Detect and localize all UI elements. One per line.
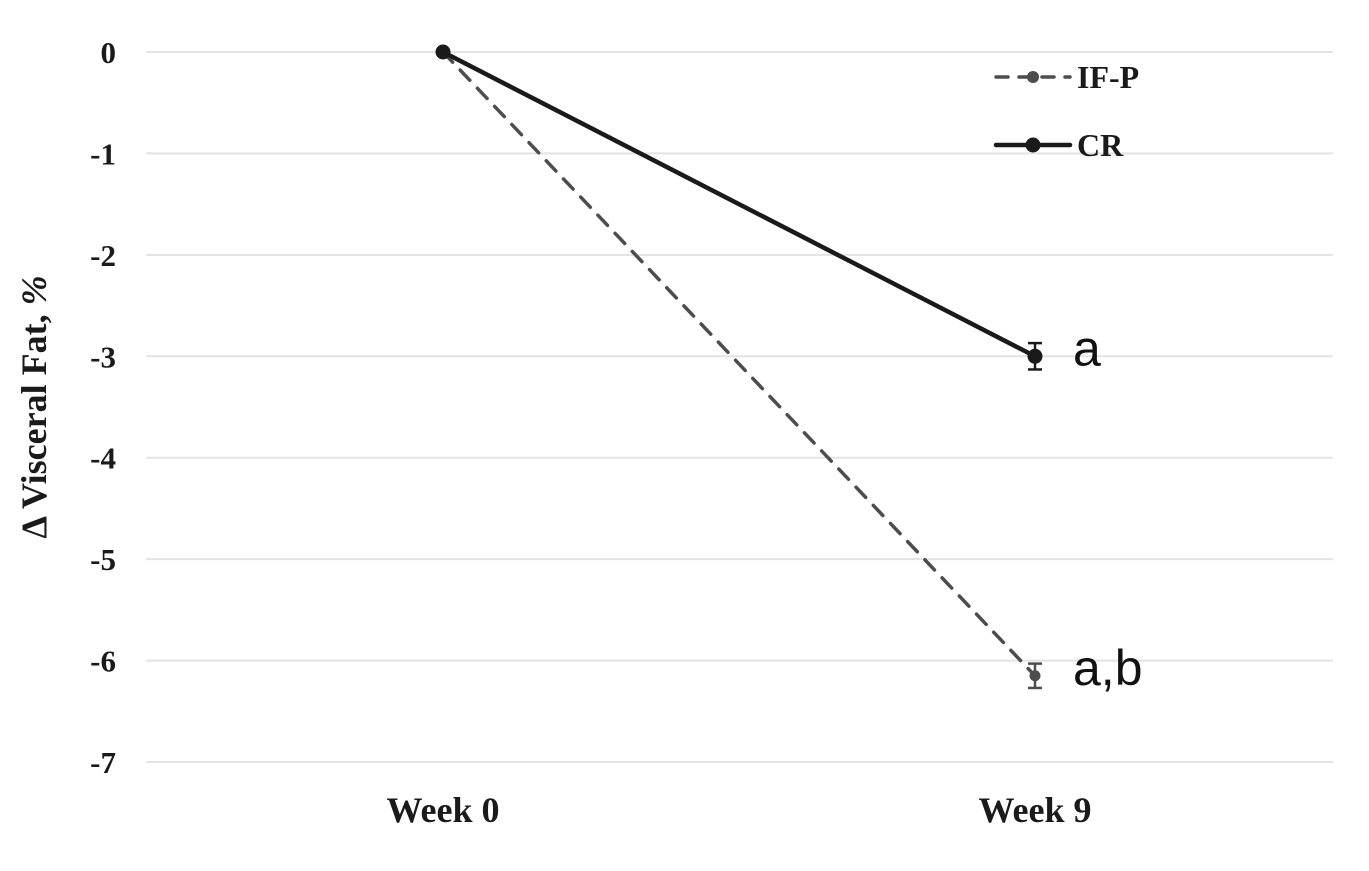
data-point-if-p [1029, 670, 1041, 682]
series-line-cr [440, 49, 1038, 359]
y-tick-label: 0 [101, 35, 117, 70]
y-axis-title: Δ Visceral Fat, % [14, 275, 54, 538]
data-point-cr [435, 44, 451, 60]
y-tick-label: -1 [90, 136, 116, 171]
significance-label: a [1073, 320, 1101, 376]
legend-marker-if-p [1027, 71, 1039, 83]
series-line-if-p [441, 50, 1037, 678]
legend-marker-cr [1025, 137, 1041, 153]
y-tick-label: -3 [90, 339, 116, 374]
y-tick-label: -4 [90, 441, 116, 476]
legend-label: CR [1077, 127, 1124, 163]
y-tick-label: -2 [90, 238, 116, 273]
legend-label: IF-P [1077, 59, 1139, 95]
x-axis-label: Week 0 [387, 790, 500, 830]
significance-label: a,b [1073, 640, 1143, 696]
y-tick-label: -7 [90, 745, 116, 780]
x-axis-label: Week 9 [979, 790, 1092, 830]
data-point-cr [1027, 348, 1043, 364]
y-tick-label: -6 [90, 644, 116, 679]
y-tick-label: -5 [90, 542, 116, 577]
